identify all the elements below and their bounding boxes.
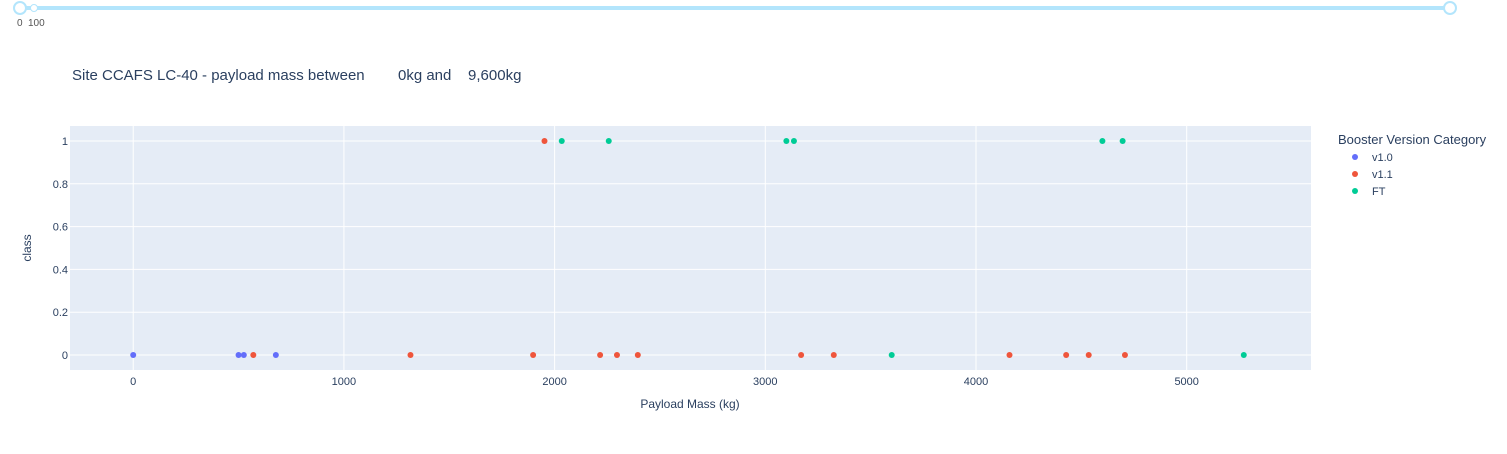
x-tick-label: 3000 [753, 376, 777, 388]
data-point-FT[interactable] [888, 352, 895, 359]
y-tick-label: 0.6 [53, 222, 68, 234]
x-tick-label: 4000 [964, 376, 988, 388]
data-point-v1-1[interactable] [1063, 352, 1070, 359]
legend-marker[interactable] [1352, 188, 1358, 194]
data-point-v1-0[interactable] [130, 352, 137, 359]
plot-area [70, 126, 1311, 370]
x-tick-label: 1000 [332, 376, 356, 388]
y-tick-label: 1 [62, 136, 68, 148]
data-point-v1-1[interactable] [597, 352, 604, 359]
data-point-FT[interactable] [1240, 352, 1247, 359]
y-axis-label: class [20, 234, 34, 261]
title-min-value: 0kg and [397, 67, 452, 84]
x-tick-label: 0 [130, 376, 136, 388]
legend[interactable]: Booster Version Category v1.0 v1.1 FT [1338, 132, 1487, 198]
legend-marker[interactable] [1352, 154, 1358, 160]
y-tick-label: 0.8 [53, 179, 68, 191]
data-point-v1-1[interactable] [613, 352, 620, 359]
x-axis-label: Payload Mass (kg) [640, 397, 739, 411]
y-tick-label: 0 [62, 350, 68, 362]
data-point-FT[interactable] [1119, 137, 1126, 144]
data-point-v1-1[interactable] [530, 352, 537, 359]
data-point-FT[interactable] [1099, 137, 1106, 144]
data-point-FT[interactable] [605, 137, 612, 144]
data-point-v1-1[interactable] [407, 352, 414, 359]
chart-title: Site CCAFS LC-40 - payload mass between … [72, 67, 521, 84]
data-point-v1-1[interactable] [634, 352, 641, 359]
legend-item-label[interactable]: v1.1 [1372, 169, 1393, 181]
data-point-v1-1[interactable] [1006, 352, 1013, 359]
data-point-FT[interactable] [790, 137, 797, 144]
slider-mark-label: 0 [17, 18, 23, 29]
y-tick-label: 0.4 [53, 264, 68, 276]
legend-title: Booster Version Category [1338, 132, 1487, 147]
data-points [130, 137, 1247, 359]
data-point-v1-1[interactable] [250, 352, 257, 359]
x-axis-ticks: 0 1000 2000 3000 4000 5000 [130, 376, 1199, 388]
legend-item-label[interactable]: v1.0 [1372, 152, 1393, 164]
slider-min-handle[interactable] [13, 1, 27, 15]
legend-item-label[interactable]: FT [1372, 186, 1386, 198]
data-point-v1-1[interactable] [1085, 352, 1092, 359]
x-tick-label: 5000 [1174, 376, 1198, 388]
data-point-v1-0[interactable] [235, 352, 242, 359]
data-point-FT[interactable] [558, 137, 565, 144]
slider-track[interactable] [20, 6, 1450, 10]
y-axis-ticks: 0 0.2 0.4 0.6 0.8 1 [53, 136, 68, 362]
slider-max-handle[interactable] [1443, 1, 1457, 15]
x-tick-label: 2000 [542, 376, 566, 388]
y-tick-label: 0.2 [53, 307, 68, 319]
data-point-v1-1[interactable] [1121, 352, 1128, 359]
title-prefix: Site CCAFS LC-40 - payload mass between [72, 67, 365, 84]
data-point-v1-0[interactable] [240, 352, 247, 359]
slider-mark-label: 100 [28, 18, 45, 29]
data-point-v1-1[interactable] [541, 137, 548, 144]
data-point-v1-1[interactable] [798, 352, 805, 359]
slider-mark-dot [30, 4, 38, 12]
title-max-value: 9,600kg [468, 67, 522, 84]
data-point-v1-1[interactable] [830, 352, 837, 359]
data-point-FT[interactable] [783, 137, 790, 144]
legend-marker[interactable] [1352, 171, 1358, 177]
payload-range-slider[interactable]: 0 100 [0, 0, 1507, 40]
data-point-v1-0[interactable] [272, 352, 279, 359]
